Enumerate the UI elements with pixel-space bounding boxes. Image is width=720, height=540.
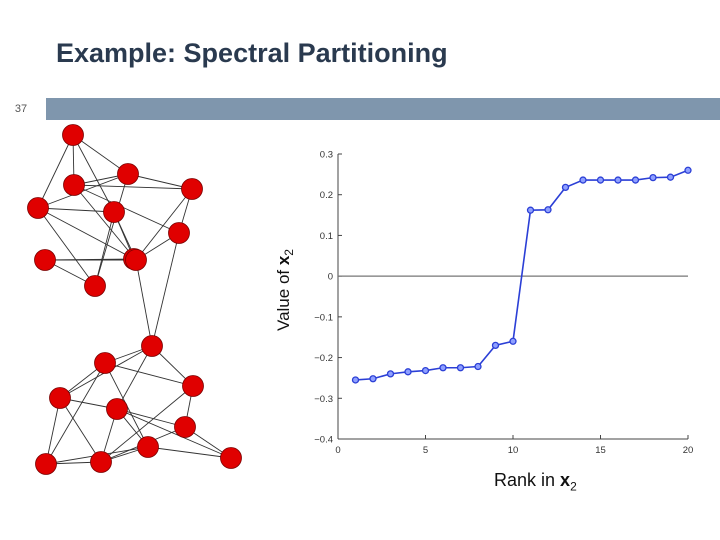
graph-node	[220, 447, 242, 469]
graph-node	[49, 387, 71, 409]
chart-series	[351, 166, 692, 384]
data-point	[544, 206, 552, 214]
x-axis-label-var: x	[560, 470, 571, 490]
x-axis-label: Rank in x2	[494, 470, 577, 494]
title-rule	[46, 98, 720, 120]
graph-edge	[72, 134, 115, 213]
graph-edge	[147, 446, 232, 459]
x-axis-label-sub: 2	[570, 479, 577, 494]
data-point	[631, 176, 640, 184]
data-point	[456, 364, 465, 372]
x-tick-label: 5	[423, 445, 428, 456]
graph-node	[63, 174, 85, 196]
graph-node	[34, 249, 56, 271]
graph-edge	[116, 408, 232, 459]
y-axis-label: Value of x2	[274, 249, 296, 331]
graph-edge	[94, 173, 129, 287]
graph-edge	[116, 408, 186, 428]
graph-edge	[100, 385, 194, 463]
y-tick-label: −0.2	[314, 353, 333, 364]
x-axis-label-text: Rank in	[494, 470, 561, 490]
y-axis-label-text: Value of	[273, 265, 293, 331]
graph-node	[90, 451, 112, 473]
graph-node	[125, 249, 147, 271]
graph-node	[94, 352, 116, 374]
graph-node	[181, 178, 203, 200]
data-point	[369, 375, 377, 383]
graph-node	[168, 222, 190, 244]
data-point	[509, 337, 517, 345]
graph-edge	[45, 362, 106, 465]
slide-title: Example: Spectral Partitioning	[56, 38, 448, 68]
data-point	[439, 364, 447, 372]
graph-edge	[135, 259, 153, 347]
partition-graph	[27, 124, 242, 475]
data-point	[526, 206, 535, 214]
y-tick-label: −0.1	[314, 312, 333, 323]
graph-edge	[59, 397, 102, 463]
data-point	[649, 173, 657, 182]
graph-edge	[73, 184, 180, 234]
data-point	[666, 173, 675, 181]
series-line	[355, 169, 689, 381]
y-tick-label: 0.1	[320, 231, 333, 242]
graph-node	[141, 335, 163, 357]
data-point	[684, 166, 692, 174]
data-point	[351, 376, 360, 384]
graph-edge	[151, 232, 180, 347]
x-tick-label: 0	[335, 445, 340, 456]
y-tick-label: 0.3	[320, 150, 333, 161]
y-axis-label-var: x	[273, 255, 293, 266]
data-point	[491, 341, 500, 350]
graph-edge	[45, 397, 61, 465]
y-tick-label: 0	[328, 272, 333, 283]
graph-edge	[37, 207, 115, 213]
graph-edge	[37, 207, 96, 287]
graph-node	[117, 163, 139, 185]
y-tick-label: −0.3	[314, 394, 333, 405]
graph-edge	[73, 184, 137, 261]
graph-edge	[135, 188, 193, 261]
data-point	[386, 370, 395, 378]
graph-node	[106, 398, 128, 420]
graph-edge	[73, 184, 193, 190]
graph-node	[27, 197, 49, 219]
data-point	[579, 176, 587, 184]
graph-node	[182, 375, 204, 397]
data-point	[561, 183, 570, 192]
x-tick-label: 10	[508, 445, 519, 456]
data-point	[404, 368, 412, 376]
graph-node	[62, 124, 84, 146]
graph-edge	[104, 362, 194, 387]
graph-nodes	[27, 124, 242, 475]
data-point	[421, 366, 430, 375]
graph-node	[103, 201, 125, 223]
graph-edge	[37, 134, 74, 209]
y-tick-label: 0.2	[320, 190, 333, 201]
graph-node	[84, 275, 106, 297]
data-point	[614, 176, 622, 184]
x-tick-label: 20	[683, 445, 694, 456]
chart-axes: −0.4 −0.3 −0.2 −0.1 0 0.1 0.2 0.3 0 5 10 15 20	[314, 150, 693, 457]
data-point	[596, 176, 605, 184]
x-tick-label: 15	[595, 445, 606, 456]
slide-number: 37	[0, 96, 42, 122]
y-tick-label: −0.4	[314, 435, 333, 446]
graph-edge	[72, 134, 129, 175]
y-axis-label-sub: 2	[282, 249, 297, 256]
graph-node	[174, 416, 196, 438]
graph-node	[137, 436, 159, 458]
graph-edge	[127, 173, 193, 190]
graph-edge	[37, 207, 135, 260]
data-point	[474, 362, 482, 371]
graph-node	[35, 453, 57, 475]
